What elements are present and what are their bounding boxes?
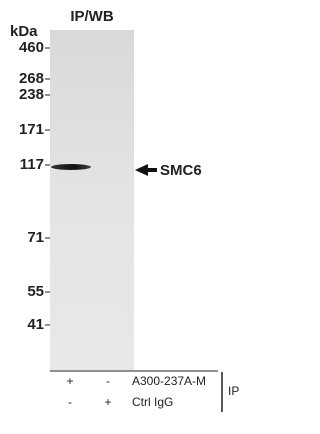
marker-label: 71 bbox=[27, 229, 44, 246]
marker-label: 171 bbox=[19, 121, 44, 138]
lane-sign: - bbox=[68, 395, 72, 409]
blot-membrane bbox=[50, 30, 134, 370]
group-label: IP bbox=[228, 384, 239, 398]
row-label: Ctrl IgG bbox=[132, 395, 173, 409]
protein-band bbox=[51, 164, 91, 170]
lane-sign: + bbox=[66, 374, 73, 388]
band-arrow bbox=[135, 164, 157, 176]
row-label: A300-237A-M bbox=[132, 374, 206, 388]
lane-sign: - bbox=[106, 374, 110, 388]
band-label: SMC6 bbox=[160, 162, 202, 179]
lane-sign: + bbox=[104, 395, 111, 409]
marker-label: 268 bbox=[19, 70, 44, 87]
marker-label: 41 bbox=[27, 316, 44, 333]
marker-label: 238 bbox=[19, 86, 44, 103]
marker-label: 460 bbox=[19, 39, 44, 56]
marker-label: 117 bbox=[20, 156, 44, 173]
blot-title: IP/WB bbox=[70, 8, 113, 25]
marker-label: 55 bbox=[27, 283, 44, 300]
unit-label: kDa bbox=[10, 23, 38, 40]
